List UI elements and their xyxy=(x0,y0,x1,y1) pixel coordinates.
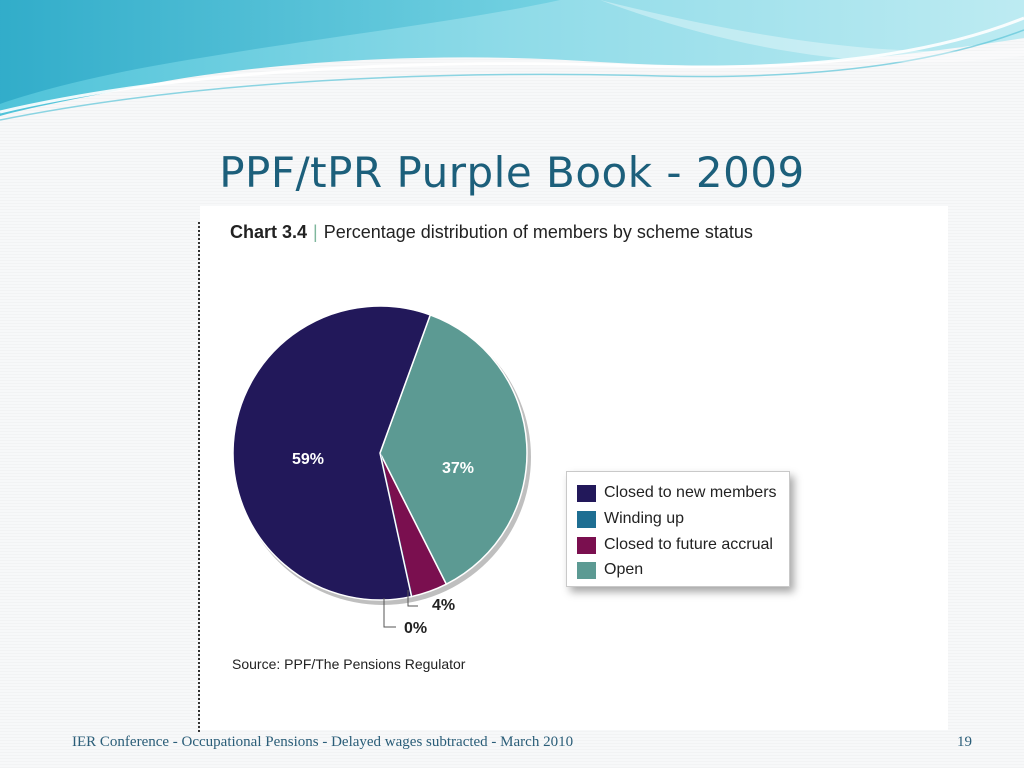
legend-swatch xyxy=(577,561,596,579)
legend-label: Winding up xyxy=(604,510,685,527)
page-number: 19 xyxy=(957,734,972,750)
header-wave-decoration xyxy=(0,0,1024,121)
chart-title: Percentage distribution of members by sc… xyxy=(323,222,753,242)
legend-swatch xyxy=(577,484,596,502)
legend-label: Closed to new members xyxy=(604,484,777,501)
slide-title: PPF/tPR Purple Book - 2009 xyxy=(219,148,805,197)
legend-label: Open xyxy=(604,561,644,578)
chart-number: Chart 3.4 xyxy=(230,222,308,242)
pie-chart: 59% 37% 4% 0% xyxy=(232,305,531,637)
legend-item-winding-up: Winding up xyxy=(577,508,684,530)
legend-swatch xyxy=(577,536,596,554)
legend-item-closed-to-new-members: Closed to new members xyxy=(577,482,777,504)
pie-outline xyxy=(232,305,528,601)
chart-heading: Chart 3.4 | Percentage distribution of mem… xyxy=(230,222,753,243)
chart-heading-separator: | xyxy=(313,222,318,242)
legend-label: Closed to future accrual xyxy=(604,536,773,553)
dotted-divider xyxy=(198,222,200,732)
legend-item-open: Open xyxy=(577,559,643,581)
data-label-closed-to-new-members: 59% xyxy=(292,451,324,468)
data-label-open: 37% xyxy=(442,460,474,477)
legend-item-closed-to-future-accrual: Closed to future accrual xyxy=(577,534,773,556)
chart-source: Source: PPF/The Pensions Regulator xyxy=(232,656,466,672)
data-label-closed-to-future-accrual: 4% xyxy=(432,597,455,614)
footer-text: IER Conference - Occupational Pensions -… xyxy=(72,734,574,750)
leader-line-winding-up xyxy=(383,598,396,628)
chart-legend: Closed to new members Winding up Closed … xyxy=(566,471,790,587)
legend-swatch xyxy=(577,510,596,528)
leader-line-closed-to-future-accrual xyxy=(407,590,418,607)
data-label-winding-up: 0% xyxy=(404,620,427,637)
